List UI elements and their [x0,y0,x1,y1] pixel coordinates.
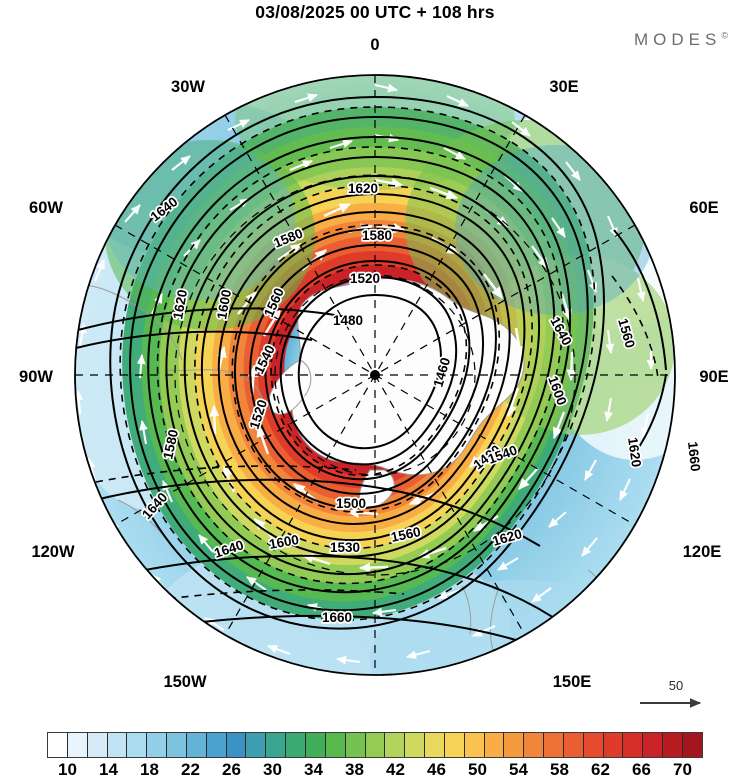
colorbar-cell [48,733,68,757]
colorbar-cell [385,733,406,757]
antarctica-coastline [268,278,525,509]
colorbar-cell [206,733,227,757]
colorbar-cell [444,733,465,757]
copyright-mark: © [721,30,728,41]
brand-name: MODES [634,30,722,49]
colorbar-cell [325,733,346,757]
colorbar-cell [623,733,644,757]
lon-label-60e: 60E [689,199,718,217]
contour-label: 1600 [214,288,234,320]
colorbar-tick-label: 14 [99,760,118,779]
contour-label: 1620 [348,181,378,196]
colorbar-cell [305,733,326,757]
colorbar-tick-label: 30 [263,760,282,779]
lon-label-120w: 120W [31,543,75,561]
dashed-contours [95,106,659,621]
colorbar-tick-label: 50 [468,760,487,779]
colorbar-cell [345,733,366,757]
colorbar-cell [405,733,426,757]
colorbar-cell [583,733,604,757]
colorbar-cell [484,733,505,757]
colorbar-cell [643,733,664,757]
colorbar-cell [87,733,108,757]
contour-label: 1520 [350,271,380,286]
colorbar-cell [186,733,207,757]
lon-label-90w: 90W [19,368,53,386]
graticule-labels: 0 30E 60E 90E 120E 150E 180 150W 120W 90… [19,36,729,691]
colorbar-cell [67,733,88,757]
vector-scale-legend: 50 [640,678,702,708]
polar-map: 1620 1580 1580 1520 1480 1460 1640 1620 … [0,30,750,710]
contour-label: 1500 [336,496,366,511]
colorbar-cell [544,733,564,757]
lon-label-150w: 150W [163,673,207,691]
colorbar-cell [365,733,386,757]
colorbar-cell [524,733,545,757]
lon-label-150e: 150E [553,673,592,691]
colorbar-tick-label: 22 [181,760,200,779]
contour-label: 1620 [625,436,644,468]
colorbar-cell [464,733,485,757]
shaded-wind-field [75,75,675,675]
colorbar-cell [107,733,128,757]
colorbar-tick-label: 26 [222,760,241,779]
lon-label-90e: 90E [699,368,728,386]
lon-label-30w: 30W [171,78,205,96]
colorbar-tick-label: 70 [673,760,692,779]
contour-label: 1620 [170,288,190,320]
modes-logo: MODES© [634,30,728,50]
colorbar-cell [504,733,525,757]
colorbar-cell [246,733,267,757]
contour-label: 1580 [362,228,392,243]
colorbar-tick-label: 58 [550,760,569,779]
colorbar-tick-labels: 10 14 18 22 26 30 34 38 42 46 50 54 58 62 66 70 [47,760,703,782]
colorbar-legend: 10 14 18 22 26 30 34 38 42 46 50 54 58 62 66 70 [0,726,750,782]
polar-stereographic-plot: 1620 1580 1580 1520 1480 1460 1640 1620 … [19,36,729,708]
colorbar-cell [683,733,702,757]
colorbar-cell [663,733,683,757]
colorbar-cell [286,733,306,757]
contour-label: 1660 [322,610,352,625]
colorbar-cell [266,733,287,757]
height-contours [75,96,667,675]
colorbar-tick-label: 38 [345,760,364,779]
lon-label-30e: 30E [549,78,578,96]
colorbar-tick-label: 62 [591,760,610,779]
contour-label: 1600 [268,532,300,552]
colorbar-cell [226,733,247,757]
pole-marker [370,370,380,380]
colorbar-cell [167,733,187,757]
colorbar-tick-label: 66 [632,760,651,779]
colorbar-tick-label: 54 [509,760,528,779]
colorbar-tick-label: 46 [427,760,446,779]
contour-label: 1530 [330,540,360,555]
colorbar-tick-label: 10 [58,760,77,779]
colorbar-swatches [47,732,703,758]
lon-label-120e: 120E [683,543,722,561]
colorbar-tick-label: 18 [140,760,159,779]
colorbar-cell [563,733,584,757]
contour-label: 1660 [685,441,703,472]
lon-label-60w: 60W [29,199,63,217]
colorbar-cell [147,733,168,757]
vector-scale-value: 50 [669,678,683,693]
colorbar-cell [603,733,624,757]
colorbar-cell [425,733,445,757]
page-title: 03/08/2025 00 UTC + 108 hrs [255,2,495,22]
colorbar-cell [127,733,148,757]
globe-outline [74,74,676,676]
colorbar-tick-label: 42 [386,760,405,779]
lon-label-0: 0 [370,36,379,54]
colorbar-tick-label: 34 [304,760,323,779]
contour-label: 1480 [333,313,363,328]
